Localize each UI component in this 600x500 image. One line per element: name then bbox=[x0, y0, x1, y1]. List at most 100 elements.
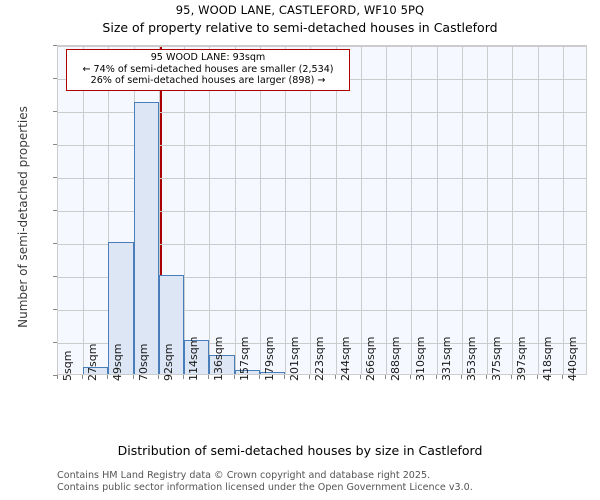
x-gridline bbox=[310, 46, 312, 374]
x-tick-mark bbox=[208, 375, 210, 379]
y-tick-mark bbox=[53, 111, 57, 112]
y-gridline bbox=[58, 211, 586, 212]
x-tick-mark bbox=[486, 375, 488, 379]
x-tick-label: 440sqm bbox=[565, 336, 579, 381]
annotation-box: 95 WOOD LANE: 93sqm ← 74% of semi-detach… bbox=[66, 49, 350, 91]
x-tick-label: 92sqm bbox=[161, 343, 175, 381]
x-gridline bbox=[386, 46, 388, 374]
x-gridline bbox=[259, 46, 261, 374]
chart-title: 95, WOOD LANE, CASTLEFORD, WF10 5PQ bbox=[175, 3, 425, 17]
y-gridline bbox=[58, 178, 586, 179]
x-tick-mark bbox=[309, 375, 311, 379]
histogram-bar bbox=[83, 367, 109, 374]
subject-property-marker-line bbox=[160, 46, 163, 374]
x-gridline bbox=[360, 46, 362, 374]
x-gridline bbox=[461, 46, 463, 374]
y-gridline bbox=[58, 244, 586, 245]
histogram-bar bbox=[133, 101, 159, 374]
x-gridline bbox=[436, 46, 438, 374]
annotation-line-3: 26% of semi-detached houses are larger (… bbox=[90, 75, 326, 86]
x-tick-label: 288sqm bbox=[389, 336, 403, 381]
x-tick-mark bbox=[460, 375, 462, 379]
histogram-bar bbox=[158, 275, 185, 374]
y-tick-mark bbox=[53, 309, 57, 310]
y-gridline bbox=[58, 46, 586, 47]
histogram-bar bbox=[234, 369, 260, 374]
y-tick-mark bbox=[53, 243, 57, 244]
x-tick-mark bbox=[157, 375, 159, 379]
x-tick-mark bbox=[359, 375, 361, 379]
x-tick-mark bbox=[284, 375, 286, 379]
histogram-bar bbox=[209, 355, 235, 374]
x-gridline bbox=[209, 46, 211, 374]
histogram-bar bbox=[259, 371, 286, 374]
x-tick-mark bbox=[183, 375, 185, 379]
x-tick-label: 310sqm bbox=[414, 336, 428, 381]
x-tick-mark bbox=[132, 375, 134, 379]
x-tick-label: 114sqm bbox=[187, 336, 201, 381]
x-gridline bbox=[411, 46, 413, 374]
y-gridline bbox=[58, 145, 586, 146]
x-tick-mark bbox=[435, 375, 437, 379]
y-tick-mark bbox=[53, 375, 57, 376]
x-tick-mark bbox=[57, 375, 58, 379]
y-gridline bbox=[58, 310, 586, 311]
footer-line-1: Contains HM Land Registry data © Crown c… bbox=[57, 470, 431, 481]
x-gridline bbox=[335, 46, 337, 374]
x-tick-label: 201sqm bbox=[288, 336, 302, 381]
x-tick-label: 136sqm bbox=[212, 336, 226, 381]
chart-subtitle: Size of property relative to semi-detach… bbox=[102, 20, 498, 35]
annotation-line-2: ← 74% of semi-detached houses are smalle… bbox=[82, 63, 334, 75]
x-gridline bbox=[487, 46, 489, 374]
x-tick-label: 266sqm bbox=[363, 336, 377, 381]
y-tick-mark bbox=[53, 276, 57, 277]
y-axis-label: Number of semi-detached properties bbox=[16, 106, 30, 328]
x-tick-mark bbox=[233, 375, 235, 379]
x-tick-mark bbox=[410, 375, 412, 379]
x-gridline bbox=[537, 46, 539, 374]
x-tick-label: 244sqm bbox=[338, 336, 352, 381]
y-tick-mark bbox=[53, 210, 57, 211]
histogram-bar bbox=[108, 242, 134, 374]
y-tick-mark bbox=[53, 45, 57, 46]
footer-line-2: Contains public sector information licen… bbox=[57, 481, 473, 493]
annotation-line-1: 95 WOOD LANE: 93sqm bbox=[150, 52, 266, 63]
x-tick-label: 375sqm bbox=[490, 336, 504, 381]
y-gridline bbox=[58, 343, 586, 344]
x-tick-label: 331sqm bbox=[439, 336, 453, 381]
histogram-bar bbox=[184, 340, 210, 374]
x-gridline bbox=[158, 46, 160, 374]
x-tick-label: 27sqm bbox=[86, 343, 100, 381]
x-tick-mark bbox=[561, 375, 563, 379]
x-gridline bbox=[562, 46, 564, 374]
footer-attribution: Contains HM Land Registry data © Crown c… bbox=[57, 470, 587, 493]
x-tick-label: 418sqm bbox=[540, 336, 554, 381]
y-gridline bbox=[58, 277, 586, 278]
x-gridline bbox=[83, 46, 85, 374]
x-tick-mark bbox=[511, 375, 513, 379]
x-tick-label: 179sqm bbox=[262, 336, 276, 381]
plot-area bbox=[57, 45, 587, 375]
x-tick-mark bbox=[107, 375, 109, 379]
x-tick-mark bbox=[334, 375, 336, 379]
x-gridline bbox=[108, 46, 110, 374]
x-tick-mark bbox=[258, 375, 260, 379]
x-gridline bbox=[234, 46, 236, 374]
x-tick-label: 70sqm bbox=[136, 343, 150, 381]
x-tick-label: 223sqm bbox=[313, 336, 327, 381]
y-gridline bbox=[58, 112, 586, 113]
x-tick-mark bbox=[82, 375, 84, 379]
x-axis-label: Distribution of semi-detached houses by … bbox=[117, 443, 483, 458]
y-tick-mark bbox=[53, 342, 57, 343]
x-gridline bbox=[512, 46, 514, 374]
x-tick-label: 397sqm bbox=[515, 336, 529, 381]
x-gridline bbox=[285, 46, 287, 374]
x-gridline bbox=[184, 46, 186, 374]
x-tick-label: 157sqm bbox=[237, 336, 251, 381]
x-tick-label: 353sqm bbox=[464, 336, 478, 381]
x-tick-mark bbox=[385, 375, 387, 379]
x-tick-mark bbox=[536, 375, 538, 379]
x-tick-label: 5sqm bbox=[61, 350, 74, 381]
